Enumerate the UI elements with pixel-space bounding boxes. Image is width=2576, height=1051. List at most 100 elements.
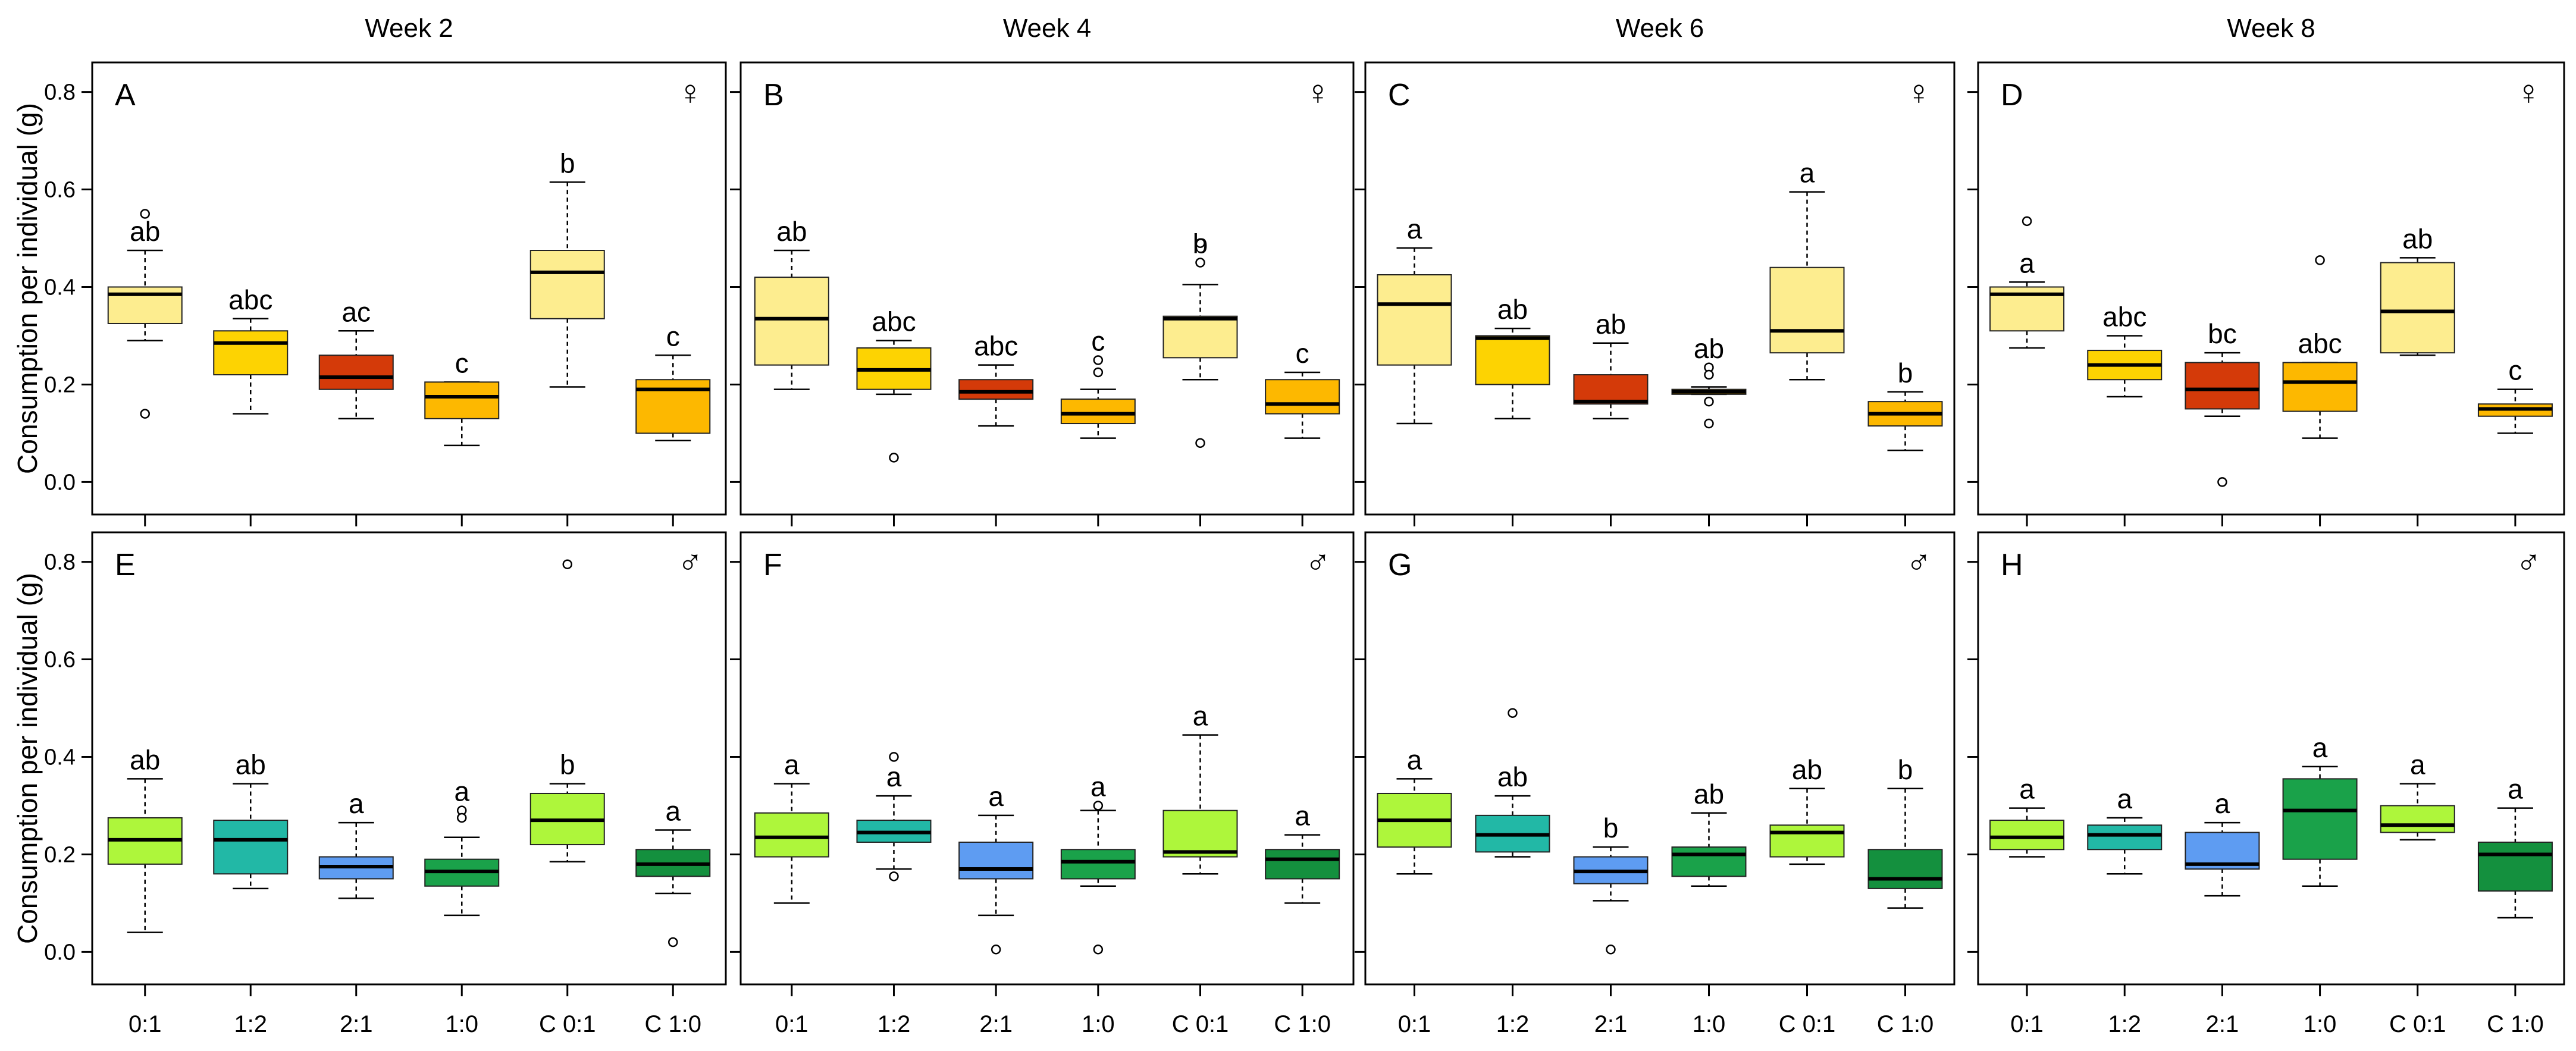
box-5: c (1265, 338, 1340, 526)
significance-label: a (349, 788, 364, 819)
x-tick-label: C 1:0 (644, 1011, 701, 1037)
box-1: 1:2 ab (213, 749, 289, 1037)
box-0: 0:1 ab (107, 744, 183, 1037)
significance-label: ab (130, 216, 160, 247)
panel-g: G ♂ 0:1 a 1:2 ab 2:1 b 1:0 ab C 0:1 ab C 1:0 b (1355, 531, 1955, 1037)
x-tick-label: 1:0 (1693, 1011, 1726, 1037)
box-body (2380, 805, 2455, 833)
week-title: Week 4 (1003, 14, 1091, 43)
box-1: abc (856, 306, 932, 526)
box-0: a (1377, 214, 1452, 526)
panel-letter: B (763, 78, 784, 112)
box-3: 1:0 ab (1671, 779, 1747, 1037)
significance-label: a (1090, 771, 1106, 802)
significance-label: a (454, 776, 469, 807)
panel-b: B ♀ ab abc abc c b c (730, 61, 1355, 526)
x-tick-label: C 0:1 (539, 1011, 596, 1037)
panel-letter: E (115, 548, 136, 582)
x-tick-label: 1:0 (1082, 1011, 1115, 1037)
panel-letter: H (2001, 548, 2023, 582)
panel-h: H ♂ 0:1 a 1:2 a 2:1 a 1:0 a C 0:1 a C 1:0 a (1967, 531, 2565, 1037)
female-symbol-icon: ♀ (678, 73, 704, 112)
significance-label: b (560, 148, 575, 178)
significance-label: b (1603, 812, 1619, 843)
box-body (1769, 824, 1845, 858)
panel-frame (91, 531, 727, 986)
box-body (107, 286, 183, 324)
male-symbol-icon: ♂ (2516, 543, 2542, 582)
panel-letter: A (115, 78, 136, 112)
box-5: C 1:0 b (1867, 754, 1943, 1037)
box-body (1573, 374, 1649, 405)
outlier-point (2217, 477, 2227, 487)
box-4: b (529, 148, 605, 526)
box-body (318, 354, 394, 390)
significance-label: ab (1792, 754, 1822, 785)
significance-label: a (2019, 247, 2035, 278)
box-4: b (1162, 228, 1238, 526)
outlier-point (457, 812, 467, 823)
x-tick-label: C 0:1 (2389, 1011, 2446, 1037)
box-body (2282, 362, 2358, 412)
box-3: 1:0 a (424, 776, 500, 1037)
outlier-point (1704, 418, 1714, 429)
significance-label: b (560, 749, 575, 780)
y-tick-label: 0.0 (44, 470, 76, 495)
outlier-point (889, 453, 899, 463)
outlier-point (889, 752, 899, 762)
box-body (1377, 274, 1452, 366)
x-tick-label: 0:1 (775, 1011, 808, 1037)
x-tick-label: 1:0 (2304, 1011, 2337, 1037)
week-title: Week 6 (1616, 14, 1704, 43)
box-body (213, 820, 289, 875)
week-title: Week 2 (365, 14, 453, 43)
y-tick-label: 0.6 (44, 648, 76, 673)
box-body (958, 379, 1034, 400)
significance-label: a (784, 749, 800, 780)
significance-label: a (665, 795, 681, 826)
significance-label: abc (228, 284, 272, 315)
outlier-point (140, 209, 150, 219)
significance-label: ab (2402, 223, 2433, 254)
box-body (529, 250, 605, 319)
box-0: 0:1 a (1377, 744, 1452, 1037)
outlier-point (889, 871, 899, 881)
significance-label: a (2215, 788, 2230, 819)
outlier-point (1195, 258, 1205, 268)
y-tick-label: 0.4 (44, 745, 76, 770)
female-symbol-icon: ♀ (1906, 73, 1932, 112)
box-body (754, 812, 829, 858)
female-symbol-icon: ♀ (2516, 73, 2542, 112)
box-body (2185, 362, 2260, 410)
x-tick-label: C 0:1 (1779, 1011, 1836, 1037)
box-4: C 0:1 ab (1769, 754, 1845, 1037)
outlier-point (1508, 708, 1518, 718)
box-1: 1:2 a (856, 752, 932, 1037)
significance-label: c (455, 347, 469, 378)
outlier-point (1606, 945, 1616, 955)
y-axis-label: Consumption per individual (g) (12, 103, 43, 474)
box-1: ab (1475, 294, 1550, 526)
significance-label: c (1091, 325, 1105, 356)
male-symbol-icon: ♂ (1906, 543, 1932, 582)
y-tick-label: 0.2 (44, 842, 76, 867)
outlier-point (1704, 396, 1714, 407)
significance-label: a (1407, 744, 1422, 775)
outlier-point (2022, 216, 2032, 227)
box-4: C 0:1 a (1162, 701, 1238, 1037)
box-3: c (1060, 325, 1136, 526)
box-2: ab (1573, 309, 1649, 526)
box-0: ab (107, 209, 183, 526)
significance-label: abc (872, 306, 916, 337)
significance-label: b (1193, 228, 1208, 259)
panel-frame (1977, 61, 2565, 516)
box-body (958, 841, 1034, 880)
significance-label: a (1193, 701, 1208, 732)
outlier-point (1093, 355, 1104, 365)
significance-label: abc (2298, 328, 2342, 359)
x-tick-label: C 1:0 (1877, 1011, 1934, 1037)
box-1: 1:2 ab (1475, 708, 1550, 1037)
box-3: c (424, 347, 500, 526)
significance-label: a (988, 781, 1004, 812)
